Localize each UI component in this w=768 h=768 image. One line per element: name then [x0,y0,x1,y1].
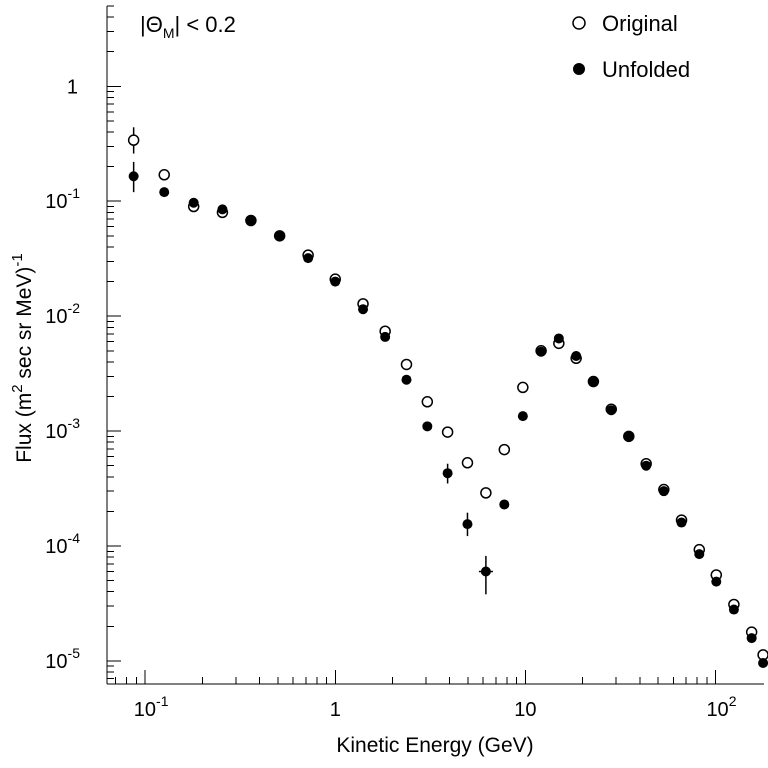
x-tick-base: 10 [134,699,156,721]
y-tick-exponent: -3 [68,415,81,431]
unfolded-data-point [711,576,722,587]
y-tick-base: 10 [45,306,67,328]
y-tick-label: 10-2 [45,300,80,328]
y-tick-label: 10-5 [45,645,80,673]
x-tick-base: 1 [330,699,341,721]
original-data-point [498,443,511,456]
original-data-point [441,426,454,438]
y-axis-label-sup1: 2 [9,384,26,392]
unfolded-data-point [462,519,473,530]
unfolded-data-point [422,421,433,432]
unfolded-data-point [303,253,314,264]
legend: Original Unfolded [572,11,690,82]
y-tick-exponent: -1 [68,185,81,201]
original-data-point [461,457,474,469]
legend-item-unfolded: Unfolded [573,57,690,82]
x-tick-label: 102 [706,693,736,721]
original-data-point [400,358,413,371]
unfolded-data-point [606,405,617,416]
original-data-point [421,396,434,408]
x-tick-label: 1 [330,699,341,721]
unfolded-data-point [553,333,564,344]
unfolded-data-point [442,468,453,479]
theta-cut-annotation: |ΘM| < 0.2 [140,12,236,41]
unfolded-data-point [676,517,687,528]
x-axis-label: Kinetic Energy (GeV) [336,734,533,757]
y-tick-label: 10-1 [45,185,80,213]
unfolded-data-point [330,276,341,287]
legend-item-original: Original [572,11,678,36]
unfolded-data-point [217,204,228,215]
x-tick-label: 10 [514,699,536,721]
annotation-subscript: M [163,25,175,41]
unfolded-data-point [728,604,739,615]
series-unfolded [128,161,768,668]
annotation-suffix: | < 0.2 [175,12,236,37]
plot-frame [106,6,764,685]
unfolded-data-point [358,304,369,315]
y-tick-label: 10-3 [45,415,80,443]
legend-label-original: Original [602,11,678,36]
y-tick-base: 10 [45,421,67,443]
y-tick-exponent: -5 [68,645,81,661]
original-data-point [517,381,529,394]
unfolded-data-point [641,460,652,471]
y-tick-label: 1 [67,76,78,98]
unfolded-data-point [380,331,391,342]
unfolded-data-point [658,486,669,497]
x-axis-tick-labels: 10-1 1 10 102 [134,693,737,721]
original-data-point [480,487,492,499]
unfolded-data-point [571,351,582,362]
legend-marker-unfolded [573,63,585,75]
y-tick-exponent: -2 [68,300,81,316]
unfolded-data-point [159,187,170,198]
unfolded-data-point [274,230,285,241]
unfolded-data-point [694,549,705,560]
unfolded-data-point [623,431,634,442]
unfolded-data-point [588,376,599,387]
legend-label-unfolded: Unfolded [602,57,690,82]
unfolded-data-point [746,633,757,644]
x-tick-label: 10-1 [134,693,169,721]
unfolded-data-point [245,215,256,226]
unfolded-data-point [536,346,547,357]
y-tick-exponent: -4 [68,530,81,546]
x-tick-exponent: 2 [729,693,737,709]
y-axis-label: Flux (m2 sec sr MeV)-1 [9,253,36,463]
y-tick-base: 1 [67,76,78,98]
unfolded-data-point [480,566,491,577]
original-data-point [127,134,140,146]
unfolded-data-point [758,657,768,668]
unfolded-data-point [128,171,139,182]
unfolded-data-point [499,499,510,510]
y-axis-label-middle: sec sr MeV) [13,267,36,385]
x-tick-base: 10 [514,699,536,721]
y-axis-label-sup2: -1 [9,253,26,266]
y-tick-label: 10-4 [45,530,80,558]
y-axis-tick-labels: 10-510-410-310-210-11 [45,76,80,673]
unfolded-data-point [401,374,412,385]
unfolded-data-point [517,411,528,422]
x-tick-exponent: -1 [156,693,169,709]
y-axis-label-prefix: Flux (m [13,393,36,463]
y-tick-base: 10 [45,536,67,558]
annotation-prefix: |Θ [140,12,163,37]
x-tick-base: 10 [706,699,728,721]
x-axis-ticks [115,670,716,684]
legend-marker-original [572,16,586,30]
y-tick-base: 10 [45,651,67,673]
original-data-point [158,169,170,181]
unfolded-data-point [188,197,199,208]
y-axis-ticks [107,5,121,680]
y-tick-base: 10 [45,191,67,213]
